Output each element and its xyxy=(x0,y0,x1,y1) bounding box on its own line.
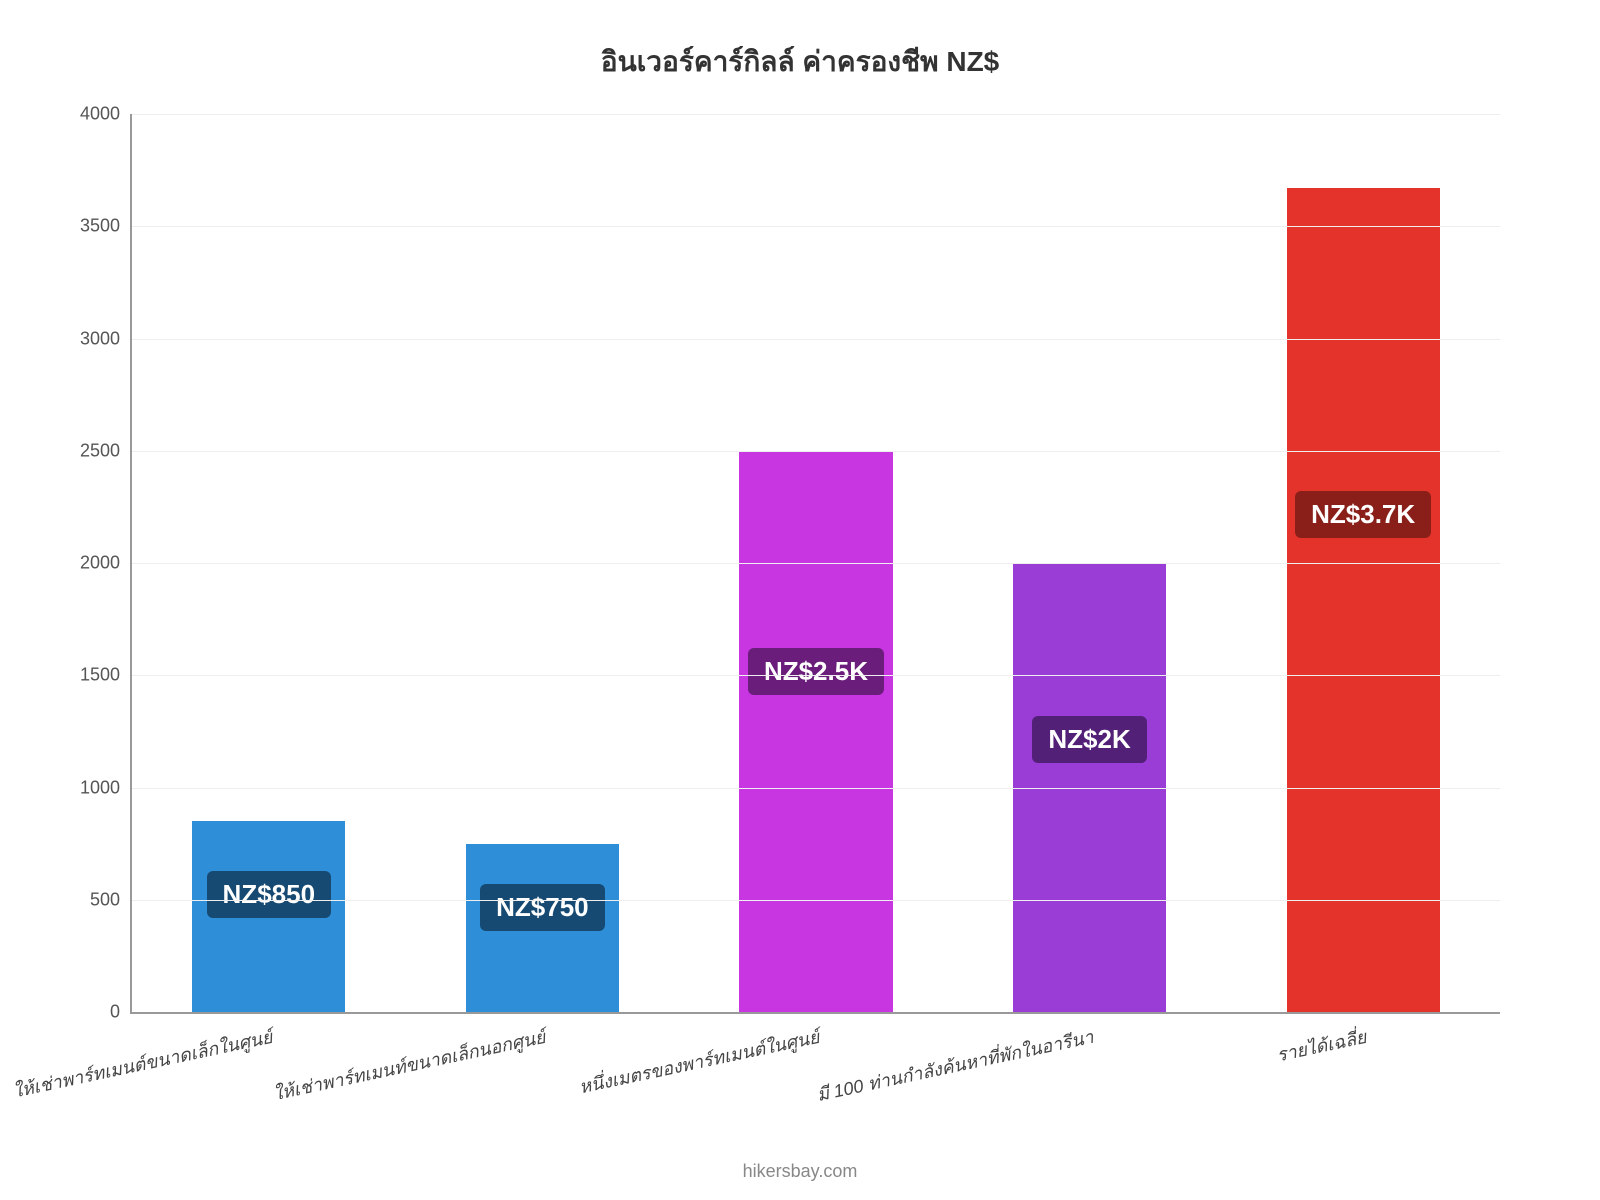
y-tick-label: 2000 xyxy=(80,553,120,574)
gridline xyxy=(132,226,1500,227)
x-axis-label: หนึ่งเมตรของพาร์ทเมนต์ในศูนย์ xyxy=(576,1022,822,1101)
x-axis-label: มี 100 ท่านกำลังค้นหาที่พักในอารีนา xyxy=(814,1022,1096,1109)
bar-value-label: NZ$850 xyxy=(207,871,332,918)
gridline xyxy=(132,788,1500,789)
chart-container: อินเวอร์คาร์กิลล์ ค่าครองชีพ NZ$ NZ$850 N… xyxy=(0,0,1600,1200)
bar-value-label: NZ$3.7K xyxy=(1295,491,1431,538)
y-tick-label: 1000 xyxy=(80,777,120,798)
y-tick-label: 3500 xyxy=(80,216,120,237)
footer-credit: hikersbay.com xyxy=(0,1161,1600,1182)
bar-value-label: NZ$2K xyxy=(1032,716,1146,763)
x-axis-label: รายได้เฉลี่ย xyxy=(1274,1022,1369,1069)
gridline xyxy=(132,114,1500,115)
plot-area: NZ$850NZ$750NZ$2.5KNZ$2KNZ$3.7K ให้เช่าพ… xyxy=(130,114,1500,1014)
y-tick-label: 0 xyxy=(110,1002,120,1023)
bar: NZ$850 xyxy=(192,821,345,1012)
bar: NZ$2.5K xyxy=(739,451,892,1012)
gridline xyxy=(132,900,1500,901)
gridline xyxy=(132,451,1500,452)
x-axis-label: ให้เช่าพาร์ทเมนต์ขนาดเล็กในศูนย์ xyxy=(10,1022,275,1105)
gridline xyxy=(132,675,1500,676)
x-axis-label: ให้เช่าพาร์ทเมนท์ขนาดเล็กนอกศูนย์ xyxy=(271,1022,549,1108)
y-tick-label: 2500 xyxy=(80,440,120,461)
y-tick-label: 1500 xyxy=(80,665,120,686)
y-tick-label: 4000 xyxy=(80,104,120,125)
y-tick-label: 500 xyxy=(90,889,120,910)
gridline xyxy=(132,339,1500,340)
y-tick-label: 3000 xyxy=(80,328,120,349)
gridline xyxy=(132,563,1500,564)
bar-value-label: NZ$2.5K xyxy=(748,648,884,695)
bar: NZ$750 xyxy=(466,844,619,1012)
bar: NZ$3.7K xyxy=(1287,188,1440,1012)
chart-title: อินเวอร์คาร์กิลล์ ค่าครองชีพ NZ$ xyxy=(60,40,1540,84)
bar-value-label: NZ$750 xyxy=(480,884,605,931)
